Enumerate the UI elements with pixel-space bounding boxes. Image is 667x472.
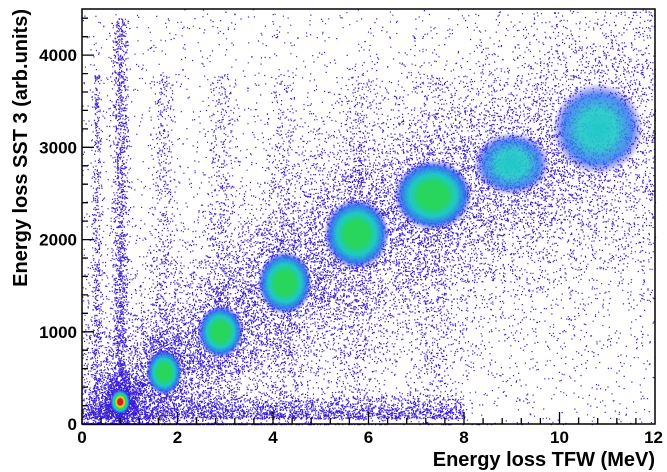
y-tick-label: 2000	[39, 231, 77, 250]
cluster-4	[257, 251, 313, 315]
x-tick-label: 12	[644, 428, 663, 447]
cluster-5	[323, 198, 390, 270]
x-tick-label: 0	[77, 428, 86, 447]
cluster-1	[110, 389, 131, 415]
x-tick-label: 10	[550, 428, 569, 447]
tick-labels: 0 2 4 6 8 10 12 0 1000 2000 3000 4000	[39, 46, 663, 447]
cluster-2	[145, 349, 183, 396]
x-tick-label: 4	[268, 428, 278, 447]
y-axis-title: Energy loss SST 3 (arb.units)	[10, 9, 32, 287]
tick-marks	[81, 17, 637, 425]
x-axis-title: Energy loss TFW (MeV)	[433, 449, 655, 471]
x-tick-label: 8	[459, 428, 468, 447]
plot-area	[81, 8, 657, 426]
y-tick-label: 3000	[39, 138, 77, 157]
cluster-6	[393, 160, 472, 231]
heatmap-layer	[82, 9, 657, 426]
cluster-8	[552, 83, 644, 175]
y-tick-label: 1000	[39, 323, 77, 342]
y-tick-label: 4000	[39, 46, 77, 65]
y-tick-label: 0	[68, 415, 77, 434]
axis-ticks	[81, 17, 637, 425]
cluster-3	[197, 305, 244, 359]
x-tick-label: 6	[364, 428, 373, 447]
x-tick-label: 2	[173, 428, 182, 447]
cluster-7	[473, 132, 550, 196]
